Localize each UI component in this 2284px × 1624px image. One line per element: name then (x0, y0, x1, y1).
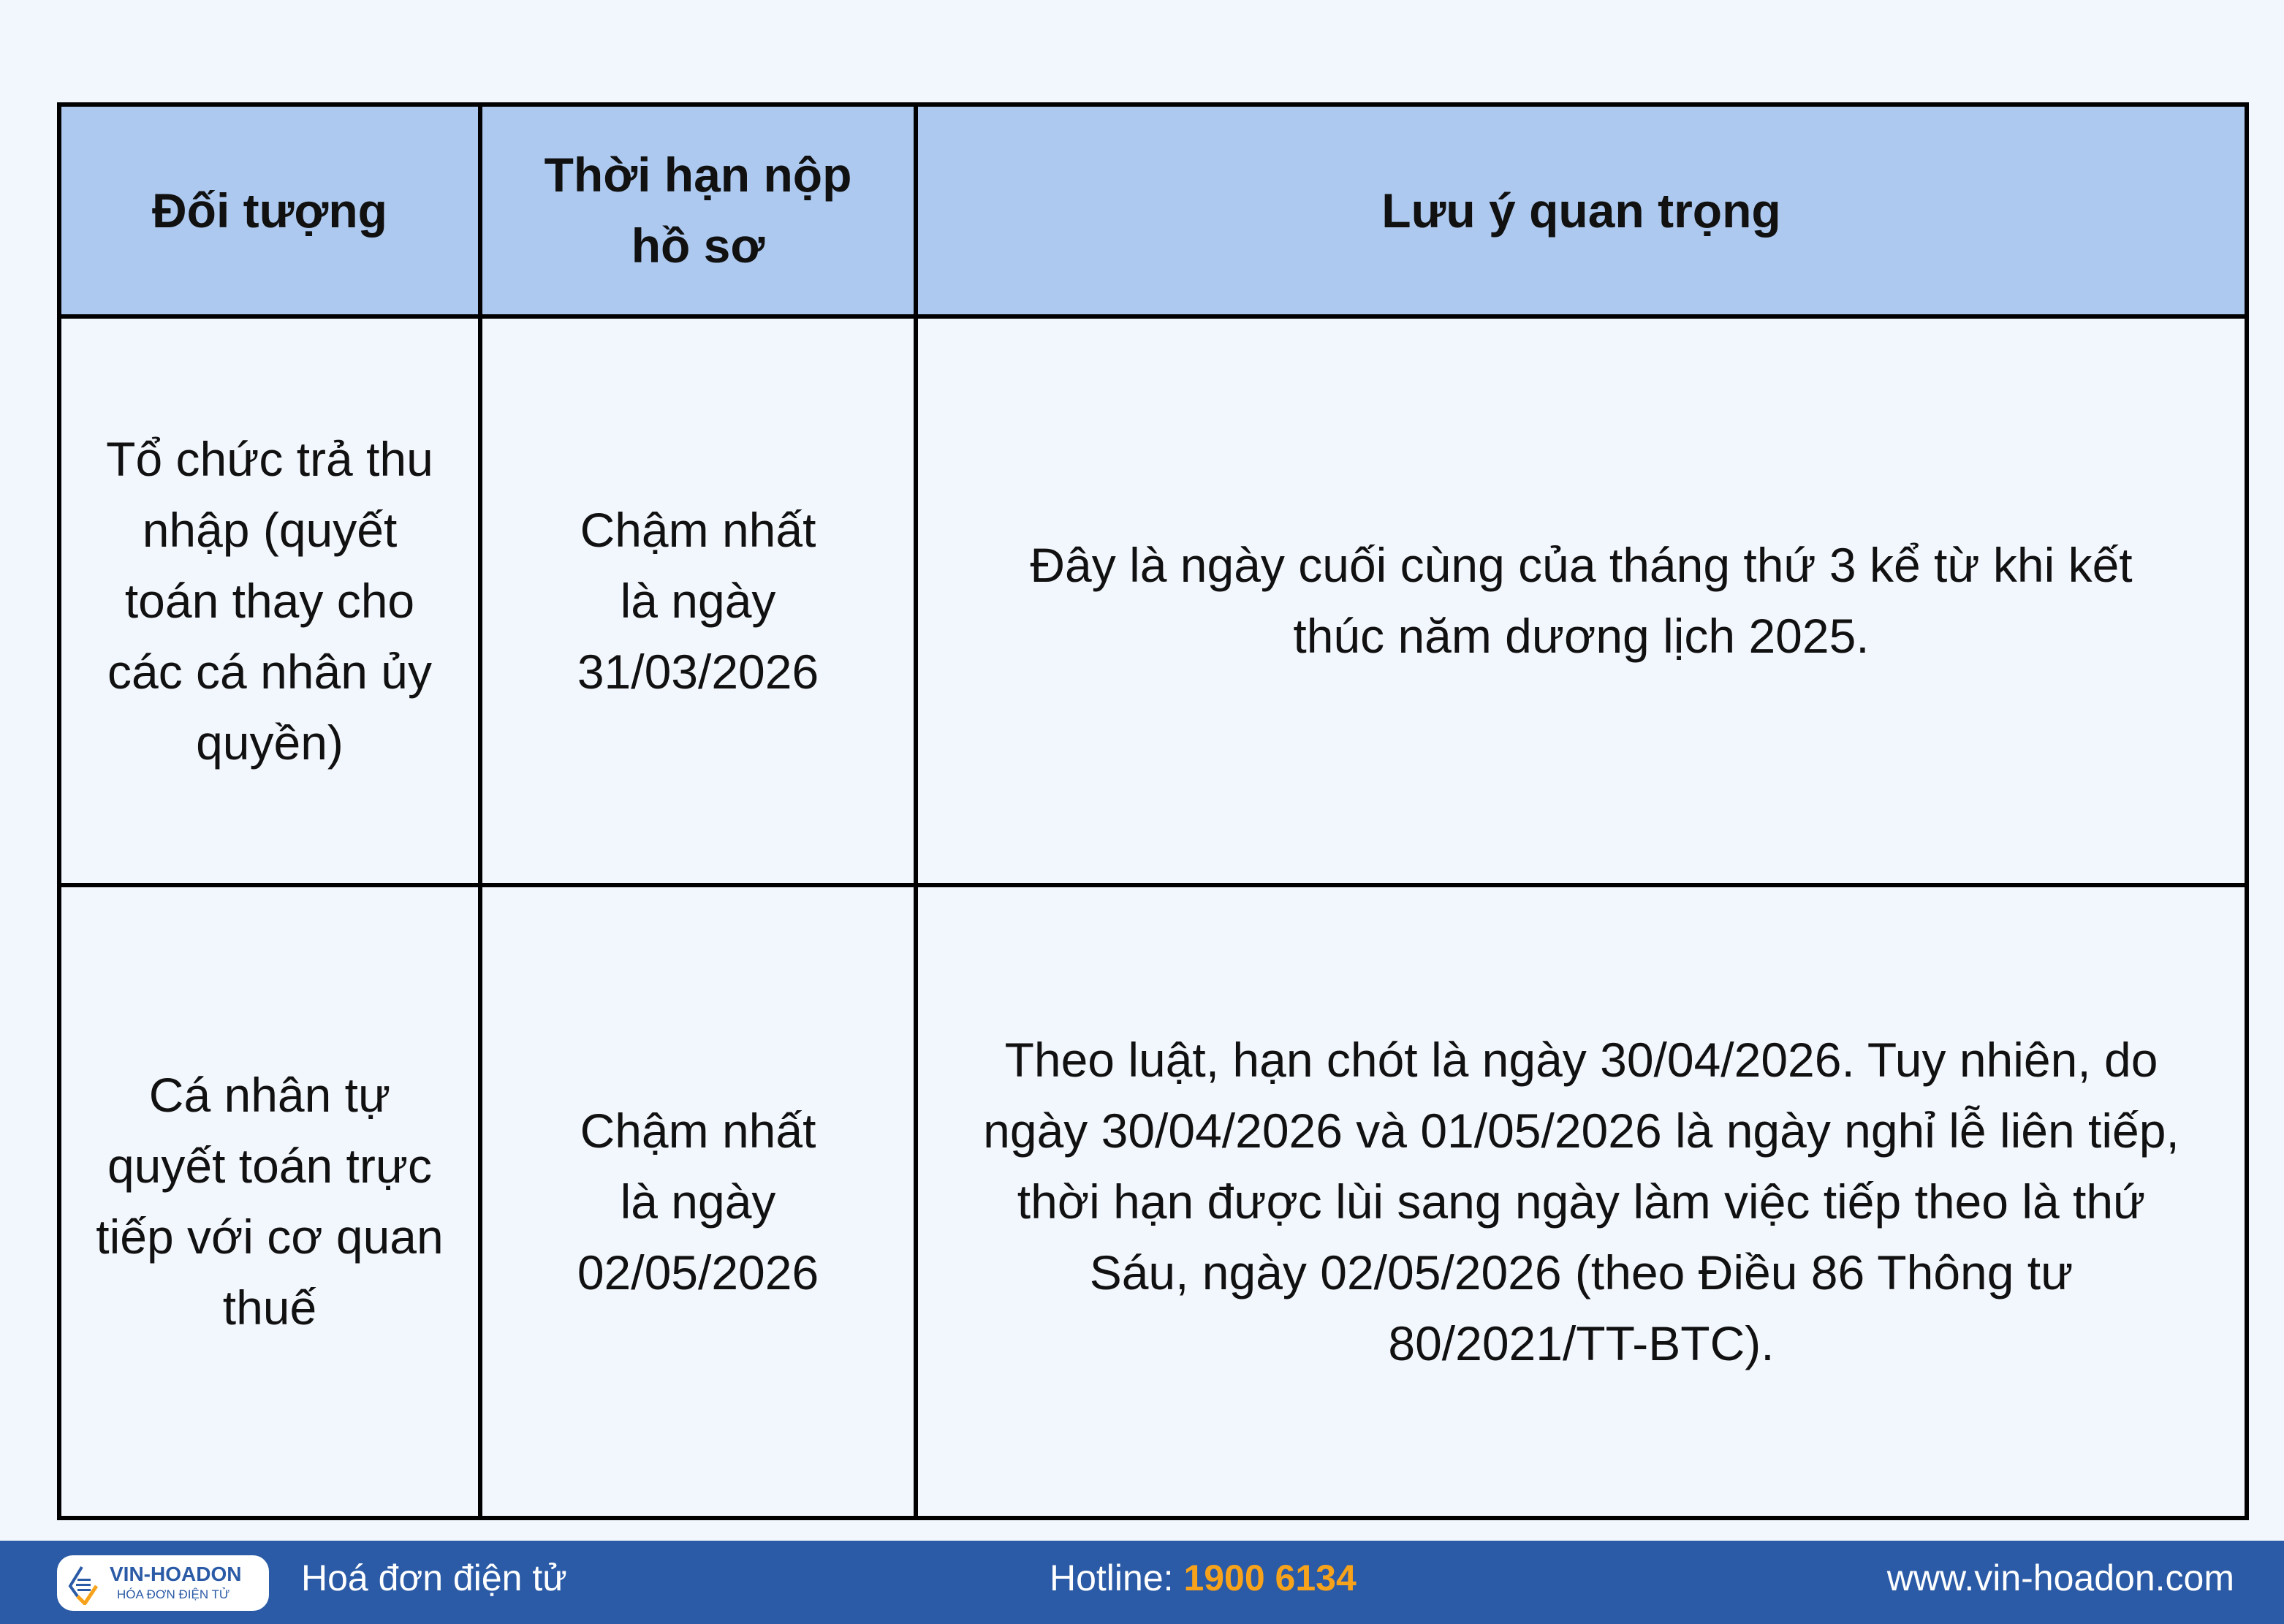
table-row: Tổ chức trả thu nhập (quyết toán thay ch… (57, 314, 2249, 887)
hotline-number[interactable]: 1900 6134 (1183, 1557, 1357, 1598)
logo: VIN-HOADON HÓA ĐƠN ĐIỆN TỬ (57, 1555, 269, 1611)
tagline: Hoá đơn điện tử (301, 1557, 567, 1598)
deadline-table: Đối tượng Thời hạn nộp hồ sơ Lưu ý quan … (57, 102, 2249, 1520)
cell-deadline: Chậm nhất là ngày 02/05/2026 (478, 883, 918, 1520)
footer: VIN-HOADON HÓA ĐƠN ĐIỆN TỬ Hoá đơn điện … (0, 1541, 2284, 1624)
website-link[interactable]: www.vin-hoadon.com (1886, 1557, 2234, 1598)
table-header-row: Đối tượng Thời hạn nộp hồ sơ Lưu ý quan … (57, 102, 2249, 319)
header-subject: Đối tượng (57, 102, 482, 319)
cell-deadline: Chậm nhất là ngày 31/03/2026 (478, 314, 918, 887)
logo-sub: HÓA ĐƠN ĐIỆN TỬ (117, 1587, 230, 1601)
header-notes: Lưu ý quan trọng (914, 102, 2249, 319)
cell-notes: Đây là ngày cuối cùng của tháng thứ 3 kể… (914, 314, 2249, 887)
cell-subject: Tổ chức trả thu nhập (quyết toán thay ch… (57, 314, 482, 887)
logo-name: VIN-HOADON (110, 1563, 242, 1585)
table-row: Cá nhân tự quyết toán trực tiếp với cơ q… (57, 883, 2249, 1520)
cell-subject: Cá nhân tự quyết toán trực tiếp với cơ q… (57, 883, 482, 1520)
cell-notes: Theo luật, hạn chót là ngày 30/04/2026. … (914, 883, 2249, 1520)
logo-icon (68, 1566, 99, 1605)
header-deadline: Thời hạn nộp hồ sơ (478, 102, 918, 319)
hotline: Hotline: 1900 6134 (1050, 1557, 1357, 1599)
hotline-label: Hotline: (1050, 1557, 1184, 1598)
